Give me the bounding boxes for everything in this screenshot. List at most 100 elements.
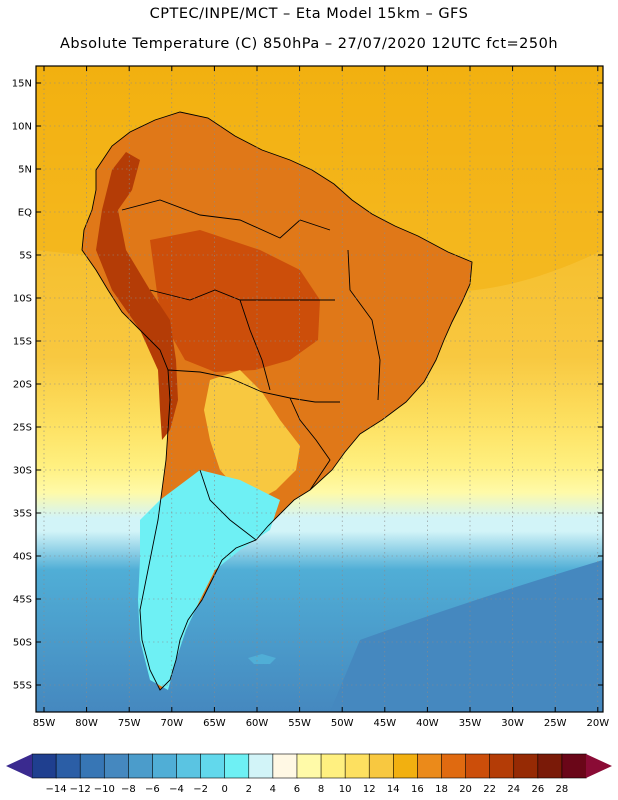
colorbar: −14 −12 −10 −8 −6 −4 −2 0 2 4 6 8 10 12 14 16 18 20 22 24 26… <box>6 753 612 795</box>
colorbar-label: −8 <box>121 784 136 795</box>
lat-label: 30S <box>13 466 32 477</box>
lon-label: 20W <box>586 718 609 729</box>
colorbar-label: −6 <box>145 784 160 795</box>
colorbar-label: 0 <box>222 784 228 795</box>
lat-label: EQ <box>18 208 32 219</box>
colorbar-high-triangle <box>586 754 612 778</box>
colorbar-label: −12 <box>70 784 91 795</box>
colorbar-swatch <box>31 753 57 779</box>
colorbar-swatch <box>393 753 418 779</box>
colorbar-swatch <box>513 753 539 779</box>
colorbar-swatch <box>320 753 346 779</box>
lat-label: 55S <box>13 681 32 692</box>
colorbar-label: 28 <box>556 784 569 795</box>
colorbar-swatch <box>176 753 202 779</box>
lat-label: 25S <box>13 423 32 434</box>
lat-label: 10S <box>13 294 32 305</box>
colorbar-swatch <box>272 753 298 779</box>
lat-label: 15S <box>13 337 32 348</box>
colorbar-swatch <box>417 753 443 779</box>
colorbar-label: −2 <box>193 784 208 795</box>
axis-ticks <box>36 66 603 712</box>
lat-label: 20S <box>13 380 32 391</box>
lon-label: 80W <box>75 718 98 729</box>
colorbar-label: 24 <box>507 784 520 795</box>
grid-lines <box>36 66 603 712</box>
colorbar-swatch <box>489 753 515 779</box>
colorbar-label: 10 <box>339 784 352 795</box>
cold-patagonia-zone <box>138 470 280 690</box>
border-uruguay <box>289 397 331 491</box>
colorbar-label: −10 <box>94 784 115 795</box>
lon-label: 55W <box>288 718 311 729</box>
colorbar-swatch <box>561 753 587 779</box>
border-argentina <box>199 469 257 541</box>
colorbar-swatch <box>103 753 129 779</box>
hot-interior-zone <box>150 230 320 372</box>
colorbar-swatch <box>296 753 322 779</box>
colorbar-labels: −14 −12 −10 −8 −6 −4 −2 0 2 4 6 8 10 12 14 16 18 20 22 24 26… <box>46 784 569 795</box>
colorbar-label: 12 <box>363 784 376 795</box>
map-title-line-2: Absolute Temperature (C) 850hPa – 27/07/… <box>59 36 559 52</box>
colorbar-label: 14 <box>387 784 400 795</box>
colorbar-label: −4 <box>169 784 184 795</box>
lat-label: 15N <box>12 79 32 90</box>
falkland-islands <box>248 654 276 664</box>
lon-label: 25W <box>544 718 567 729</box>
map-title-line-1: CPTEC/INPE/MCT – Eta Model 15km – GFS <box>149 6 469 22</box>
colorbar-swatch <box>152 753 178 779</box>
colorbar-label: 20 <box>459 784 472 795</box>
colorbar-swatch <box>224 753 250 779</box>
lat-label: 50S <box>13 638 32 649</box>
colorbar-label: 26 <box>531 784 544 795</box>
colorbar-label: 2 <box>246 784 252 795</box>
colorbar-low-triangle <box>6 754 32 778</box>
colorbar-label: −14 <box>46 784 67 795</box>
lon-label: 65W <box>203 718 226 729</box>
colorbar-swatch <box>441 753 467 779</box>
border-brazil-states <box>347 249 381 401</box>
lon-label: 40W <box>416 718 439 729</box>
colorbar-swatches <box>31 753 587 779</box>
lat-label: 5N <box>18 165 32 176</box>
andes-hot-zone <box>96 152 178 440</box>
lat-label: 5S <box>19 251 32 262</box>
lon-label: 75W <box>118 718 141 729</box>
longitude-labels: 85W 80W 75W 70W 65W 60W 55W 50W 45W 40W 35W 30W 25W 2… <box>33 718 610 729</box>
colorbar-label: 6 <box>294 784 300 795</box>
coastline <box>81 111 473 691</box>
lon-label: 60W <box>246 718 269 729</box>
colorbar-swatch <box>55 753 81 779</box>
colorbar-swatch <box>537 753 563 779</box>
colorbar-swatch <box>248 753 274 779</box>
country-borders <box>81 111 473 691</box>
lon-label: 35W <box>459 718 482 729</box>
lon-label: 50W <box>331 718 354 729</box>
colorbar-swatch <box>465 753 491 779</box>
cold-air-intrusion <box>204 370 300 500</box>
colorbar-swatch <box>344 753 370 779</box>
colorbar-label: 22 <box>483 784 496 795</box>
border-north <box>121 199 331 239</box>
colorbar-label: 16 <box>411 784 424 795</box>
border-bolivia <box>239 299 271 391</box>
lon-label: 70W <box>160 718 183 729</box>
border-south-central <box>167 369 340 403</box>
cold-ocean-patch <box>330 560 603 712</box>
lon-label: 85W <box>33 718 56 729</box>
lon-label: 45W <box>373 718 396 729</box>
colorbar-swatch <box>368 753 394 779</box>
colorbar-swatch <box>128 753 154 779</box>
map-area <box>36 66 603 712</box>
lat-label: 45S <box>13 595 32 606</box>
lat-label: 40S <box>13 552 32 563</box>
colorbar-swatch <box>200 753 226 779</box>
colorbar-swatch <box>79 753 105 779</box>
latitude-labels: 15N 10N 5N EQ 5S 10S 15S 20S 25S 30S 35S 40S 45S 50S 5… <box>12 79 32 692</box>
lon-label: 30W <box>501 718 524 729</box>
lat-label: 35S <box>13 509 32 520</box>
colorbar-label: 18 <box>435 784 448 795</box>
lat-label: 10N <box>12 122 32 133</box>
map-frame <box>35 65 604 713</box>
